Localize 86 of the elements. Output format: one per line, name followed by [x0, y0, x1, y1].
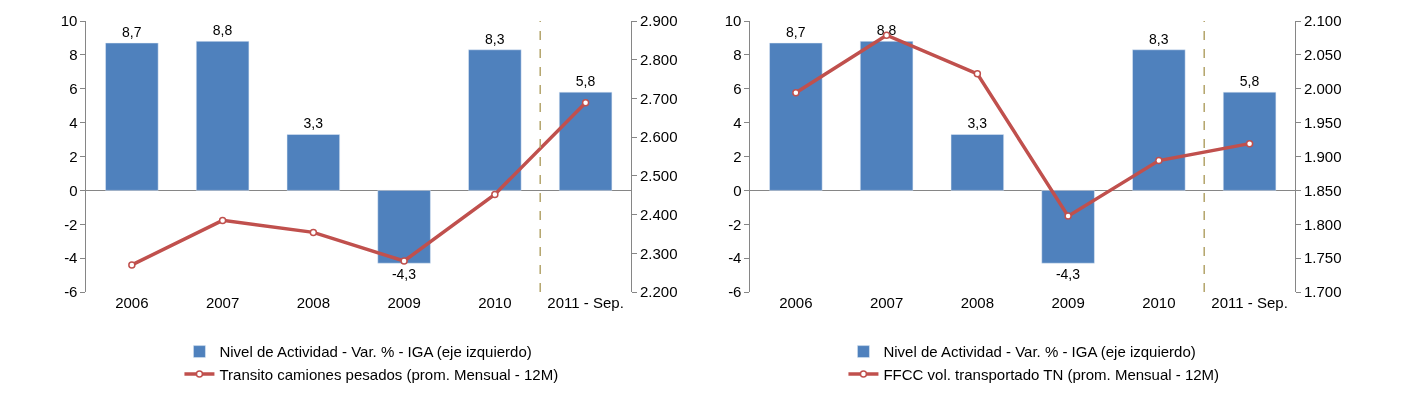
y-tick-label: 6 — [69, 80, 78, 97]
bar — [1041, 190, 1095, 264]
legend-label: Nivel de Actividad - Var. % - IGA (eje izquierdo) — [219, 343, 532, 361]
point — [973, 70, 982, 78]
data-label: 3,3 — [967, 115, 988, 132]
legend-label: Transito camiones pesados (prom. Mensual - 12M) — [219, 365, 559, 383]
y-tick-label: 4 — [733, 113, 742, 131]
y-tick-label: 6 — [733, 80, 742, 97]
bar — [1132, 49, 1186, 191]
data-label: 8,8 — [876, 22, 897, 39]
y2-tick-label: 1.950 — [1303, 113, 1342, 131]
x-tick-label: 2008 — [296, 294, 331, 311]
y-tick-label: -6 — [728, 283, 742, 301]
y-tick-label: 10 — [60, 12, 78, 30]
point — [1064, 212, 1072, 220]
y2-tick-label: 1.850 — [1303, 181, 1342, 199]
point — [491, 190, 499, 199]
legend-label: FFCC vol. transportado TN (prom. Mensual - 12M) — [883, 365, 1220, 383]
point — [1155, 156, 1163, 165]
y2-tick-label: 1.800 — [1303, 215, 1342, 233]
bar — [105, 42, 159, 191]
y-tick-label: -6 — [64, 283, 78, 301]
bar — [950, 134, 1004, 191]
x-tick-label: 2008 — [960, 294, 995, 311]
y2-tick-label: 2.100 — [1303, 12, 1342, 30]
data-label: 5,8 — [575, 73, 596, 90]
data-label: 8,7 — [122, 24, 142, 41]
x-tick-label: 2010 — [1142, 294, 1176, 311]
y2-tick-label: 1.700 — [1303, 283, 1342, 301]
x-tick-label: 2007 — [869, 294, 904, 311]
bar — [286, 134, 340, 191]
point — [309, 228, 318, 237]
data-label: 8,3 — [485, 30, 505, 47]
data-label: 5,8 — [1239, 73, 1260, 90]
point — [792, 89, 800, 97]
bar — [196, 41, 250, 191]
bar — [1223, 91, 1277, 191]
x-tick-label: 2010 — [478, 294, 512, 311]
y2-tick-label: 2.500 — [639, 167, 678, 185]
point — [1245, 139, 1254, 148]
y2-tick-label: 2.050 — [1303, 46, 1342, 64]
bar — [468, 49, 522, 191]
data-label: 8,7 — [786, 24, 806, 41]
data-label: -4,3 — [1055, 266, 1081, 283]
y2-tick-label: 2.800 — [639, 50, 678, 68]
y-tick-label: 2 — [733, 147, 742, 165]
y2-tick-label: 2.000 — [1303, 80, 1342, 97]
y-tick-label: -2 — [64, 215, 78, 233]
bar — [377, 190, 431, 264]
y-tick-label: -2 — [728, 215, 742, 233]
point — [400, 257, 408, 265]
y2-tick-label: 2.300 — [639, 244, 678, 262]
y2-tick-label: 2.200 — [639, 283, 678, 301]
data-label: -4,3 — [391, 266, 417, 283]
point — [218, 216, 227, 225]
y2-tick-label: 2.600 — [639, 128, 678, 146]
y-tick-label: 8 — [69, 46, 78, 64]
x-tick-label: 2006 — [779, 294, 813, 311]
legend-label: Nivel de Actividad - Var. % - IGA (eje izquierdo) — [883, 343, 1196, 361]
y-tick-label: -4 — [728, 249, 742, 267]
y2-tick-label: 2.900 — [639, 12, 678, 30]
y-tick-label: -4 — [64, 249, 78, 267]
data-label: 8,3 — [1149, 30, 1169, 47]
y2-tick-label: 2.400 — [639, 205, 678, 223]
x-tick-label: 2009 — [387, 294, 421, 311]
x-tick-label: 2009 — [1051, 294, 1085, 311]
y-tick-label: 0 — [733, 181, 742, 199]
x-tick-label: 2011 - Sep. — [547, 294, 624, 311]
data-label: 8,8 — [212, 22, 233, 39]
bar — [860, 41, 914, 191]
y-tick-label: 8 — [733, 46, 742, 64]
data-label: 3,3 — [303, 115, 324, 132]
point — [581, 98, 590, 107]
y-tick-label: 0 — [69, 181, 78, 199]
y2-tick-label: 2.700 — [639, 89, 678, 107]
bar — [769, 42, 823, 191]
bar — [559, 91, 613, 191]
y2-tick-label: 1.900 — [1303, 147, 1342, 165]
x-tick-label: 2006 — [115, 294, 149, 311]
point — [128, 261, 136, 269]
y-tick-label: 2 — [69, 147, 78, 165]
x-tick-label: 2011 - Sep. — [1211, 294, 1288, 311]
y2-tick-label: 1.750 — [1303, 249, 1342, 267]
y-tick-label: 10 — [724, 12, 742, 30]
x-tick-label: 2007 — [205, 294, 240, 311]
y-tick-label: 4 — [69, 113, 78, 131]
